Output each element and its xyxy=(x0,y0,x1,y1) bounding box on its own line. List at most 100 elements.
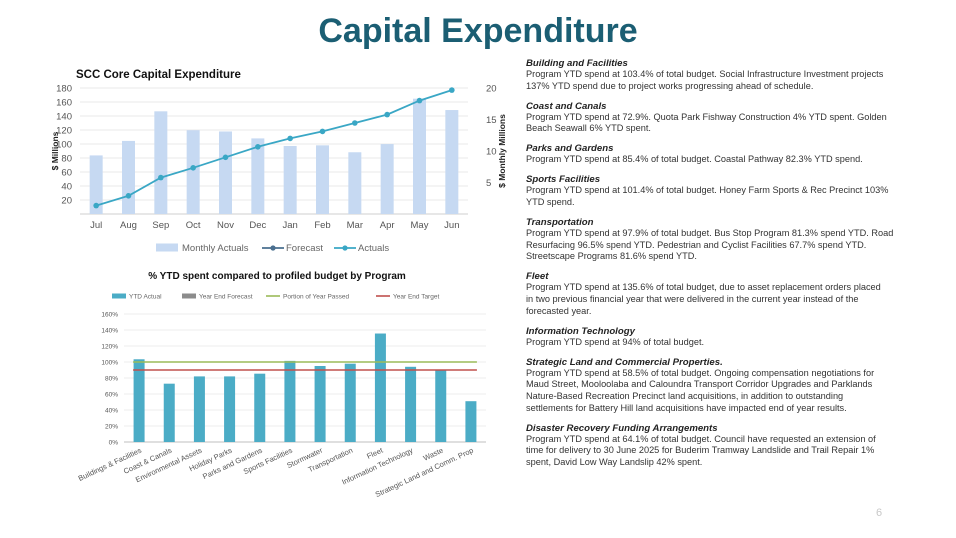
section-body-line: Program YTD spend at 85.4% of total budg… xyxy=(526,154,863,165)
legend-marker-forecast xyxy=(270,245,276,251)
y-tick-label: 120% xyxy=(101,344,118,351)
program-section: Fleet Program YTD spend at 135.6% of tota… xyxy=(526,271,926,317)
legend-label-portion-of-year-passed: Portion of Year Passed xyxy=(283,294,350,301)
section-body-line: Beach Seawall 6% YTD spent. xyxy=(526,123,651,134)
y2-tick-label: 20 xyxy=(486,84,497,95)
chart-title: % YTD spent compared to profiled budget … xyxy=(148,271,406,282)
program-section: Building and Facilities Program YTD spend… xyxy=(526,58,926,92)
bar-monthly-actuals xyxy=(413,98,426,214)
section-body-line: Program YTD spend at 101.4% of total bud… xyxy=(526,185,889,196)
point-actuals xyxy=(222,154,229,161)
bar-ytd-actual xyxy=(133,359,145,442)
bar-monthly-actuals xyxy=(251,138,265,214)
x-tick-label: Nov xyxy=(217,220,234,231)
y-tick-label: 140 xyxy=(56,112,72,123)
x-tick-label: Jul xyxy=(90,220,102,231)
x-tick-label: Jan xyxy=(283,220,298,231)
section-heading: Information Technology xyxy=(526,325,635,337)
y-tick-label: 140% xyxy=(101,328,118,335)
program-section: Disaster Recovery Funding Arrangements Pr… xyxy=(526,423,926,469)
y-tick-label: 100% xyxy=(101,360,118,367)
section-body-line: 137% YTD spend due to project works prog… xyxy=(526,80,814,91)
program-section: Sports Facilities Program YTD spend at 10… xyxy=(526,174,926,208)
x-tick-label: Jun xyxy=(444,220,459,231)
y-tick-label: 20% xyxy=(105,424,118,431)
point-actuals xyxy=(319,128,326,135)
legend-label-year-end-target: Year End Target xyxy=(393,294,439,301)
y-tick-label: 60 xyxy=(61,168,72,179)
section-heading: Building and Facilities xyxy=(526,58,628,69)
point-actuals xyxy=(449,87,455,93)
program-section: Transportation Program YTD spend at 97.9%… xyxy=(526,217,926,263)
y-tick-label: 120 xyxy=(56,126,72,137)
section-heading: Sports Facilities xyxy=(526,174,601,186)
y2-axis-label: $ Monthly Millions xyxy=(497,114,507,188)
y-tick-label: 0% xyxy=(109,440,119,447)
y2-tick-label: 5 xyxy=(486,178,491,189)
x-tick-label: Dec xyxy=(249,220,266,231)
point-actuals xyxy=(255,144,261,150)
point-actuals xyxy=(93,202,99,209)
point-actuals xyxy=(125,193,132,199)
section-body-line: YTD spend. xyxy=(526,197,575,208)
y-tick-label: 40% xyxy=(105,408,118,415)
bar-monthly-actuals xyxy=(380,144,394,214)
bar-ytd-actual xyxy=(193,376,205,442)
bar-ytd-actual xyxy=(314,366,326,442)
bar-ytd-actual xyxy=(254,373,266,442)
line-actuals xyxy=(95,89,453,207)
section-body-line: in two previous financial year that were… xyxy=(526,294,859,305)
bar-monthly-actuals xyxy=(219,131,232,214)
point-actuals xyxy=(158,174,164,181)
x-tick-label: Sep xyxy=(152,220,169,231)
legend-swatch-monthly-actuals xyxy=(156,243,178,252)
x-tick-label: Mar xyxy=(347,220,363,231)
y-tick-label: 20 xyxy=(61,196,72,207)
bar-ytd-actual xyxy=(344,363,356,442)
bar-ytd-actual xyxy=(374,333,386,442)
x-tick-label: Apr xyxy=(380,220,395,231)
section-body-line: Program YTD spend at 72.9%. Quota Park F… xyxy=(526,111,887,122)
point-actuals xyxy=(190,165,196,171)
section-body-line: Maud Street, Mooloolaba and Caloundra Tr… xyxy=(526,379,873,390)
section-body-line: Streetscape Programs 81.6% spend YTD. xyxy=(526,251,697,262)
section-body-line: Program YTD spend at 97.9% of total budg… xyxy=(526,228,894,239)
x-tick-label: May xyxy=(411,220,429,231)
chart-title: SCC Core Capital Expenditure xyxy=(76,69,241,81)
section-heading: Transportation xyxy=(526,217,594,229)
section-body-line: time for delivery to 30 June 2025 for Bu… xyxy=(526,445,875,456)
x-tick-label: Oct xyxy=(186,220,201,231)
y-tick-label: 180 xyxy=(56,84,72,95)
y-tick-label: 40 xyxy=(61,182,72,193)
capex-chart: SCC Core Capital Expenditure 20 40 60 80 100 1… xyxy=(50,69,507,254)
legend-marker-actuals xyxy=(342,245,348,251)
bar-ytd-actual xyxy=(284,360,296,442)
point-actuals xyxy=(416,97,423,104)
point-actuals xyxy=(287,135,293,142)
program-commentary: Building and Facilities Program YTD spend… xyxy=(526,58,926,477)
section-heading: Fleet xyxy=(526,271,549,283)
y-tick-label: 80% xyxy=(105,376,118,383)
section-body-line: Resurfacing 96.5% spend YTD. Pedestrian … xyxy=(526,239,867,250)
legend-label-actuals: Actuals xyxy=(358,243,389,254)
section-heading: Parks and Gardens xyxy=(526,143,614,155)
section-body-line: Program YTD spend at 94% of total budget… xyxy=(526,336,705,347)
y2-tick-label: 15 xyxy=(486,115,497,126)
bar-ytd-actual xyxy=(163,383,175,442)
bar-ytd-actual xyxy=(405,366,417,442)
point-actuals xyxy=(384,111,390,118)
point-actuals xyxy=(352,120,358,126)
section-body-line: Program YTD spend at 135.6% of total bud… xyxy=(526,282,881,293)
section-body-line: forecasted year. xyxy=(526,305,592,316)
x-tick-label: Feb xyxy=(314,220,330,231)
section-body-line: Nature-Based Recreation Precinct land ac… xyxy=(526,391,844,401)
program-section: Information Technology Program YTD spend … xyxy=(526,326,926,349)
legend-label-monthly-actuals: Monthly Actuals xyxy=(182,243,249,254)
legend-label-year-end-forecast: Year End Forecast xyxy=(199,294,253,301)
program-section: Parks and Gardens Program YTD spend at 85… xyxy=(526,143,926,166)
bar-ytd-actual xyxy=(465,401,477,442)
section-heading: Coast and Canals xyxy=(526,100,607,112)
program-section: Strategic Land and Commercial Properties… xyxy=(526,357,926,414)
y-tick-label: 100 xyxy=(56,140,72,151)
section-heading: Disaster Recovery Funding Arrangements xyxy=(526,422,718,434)
